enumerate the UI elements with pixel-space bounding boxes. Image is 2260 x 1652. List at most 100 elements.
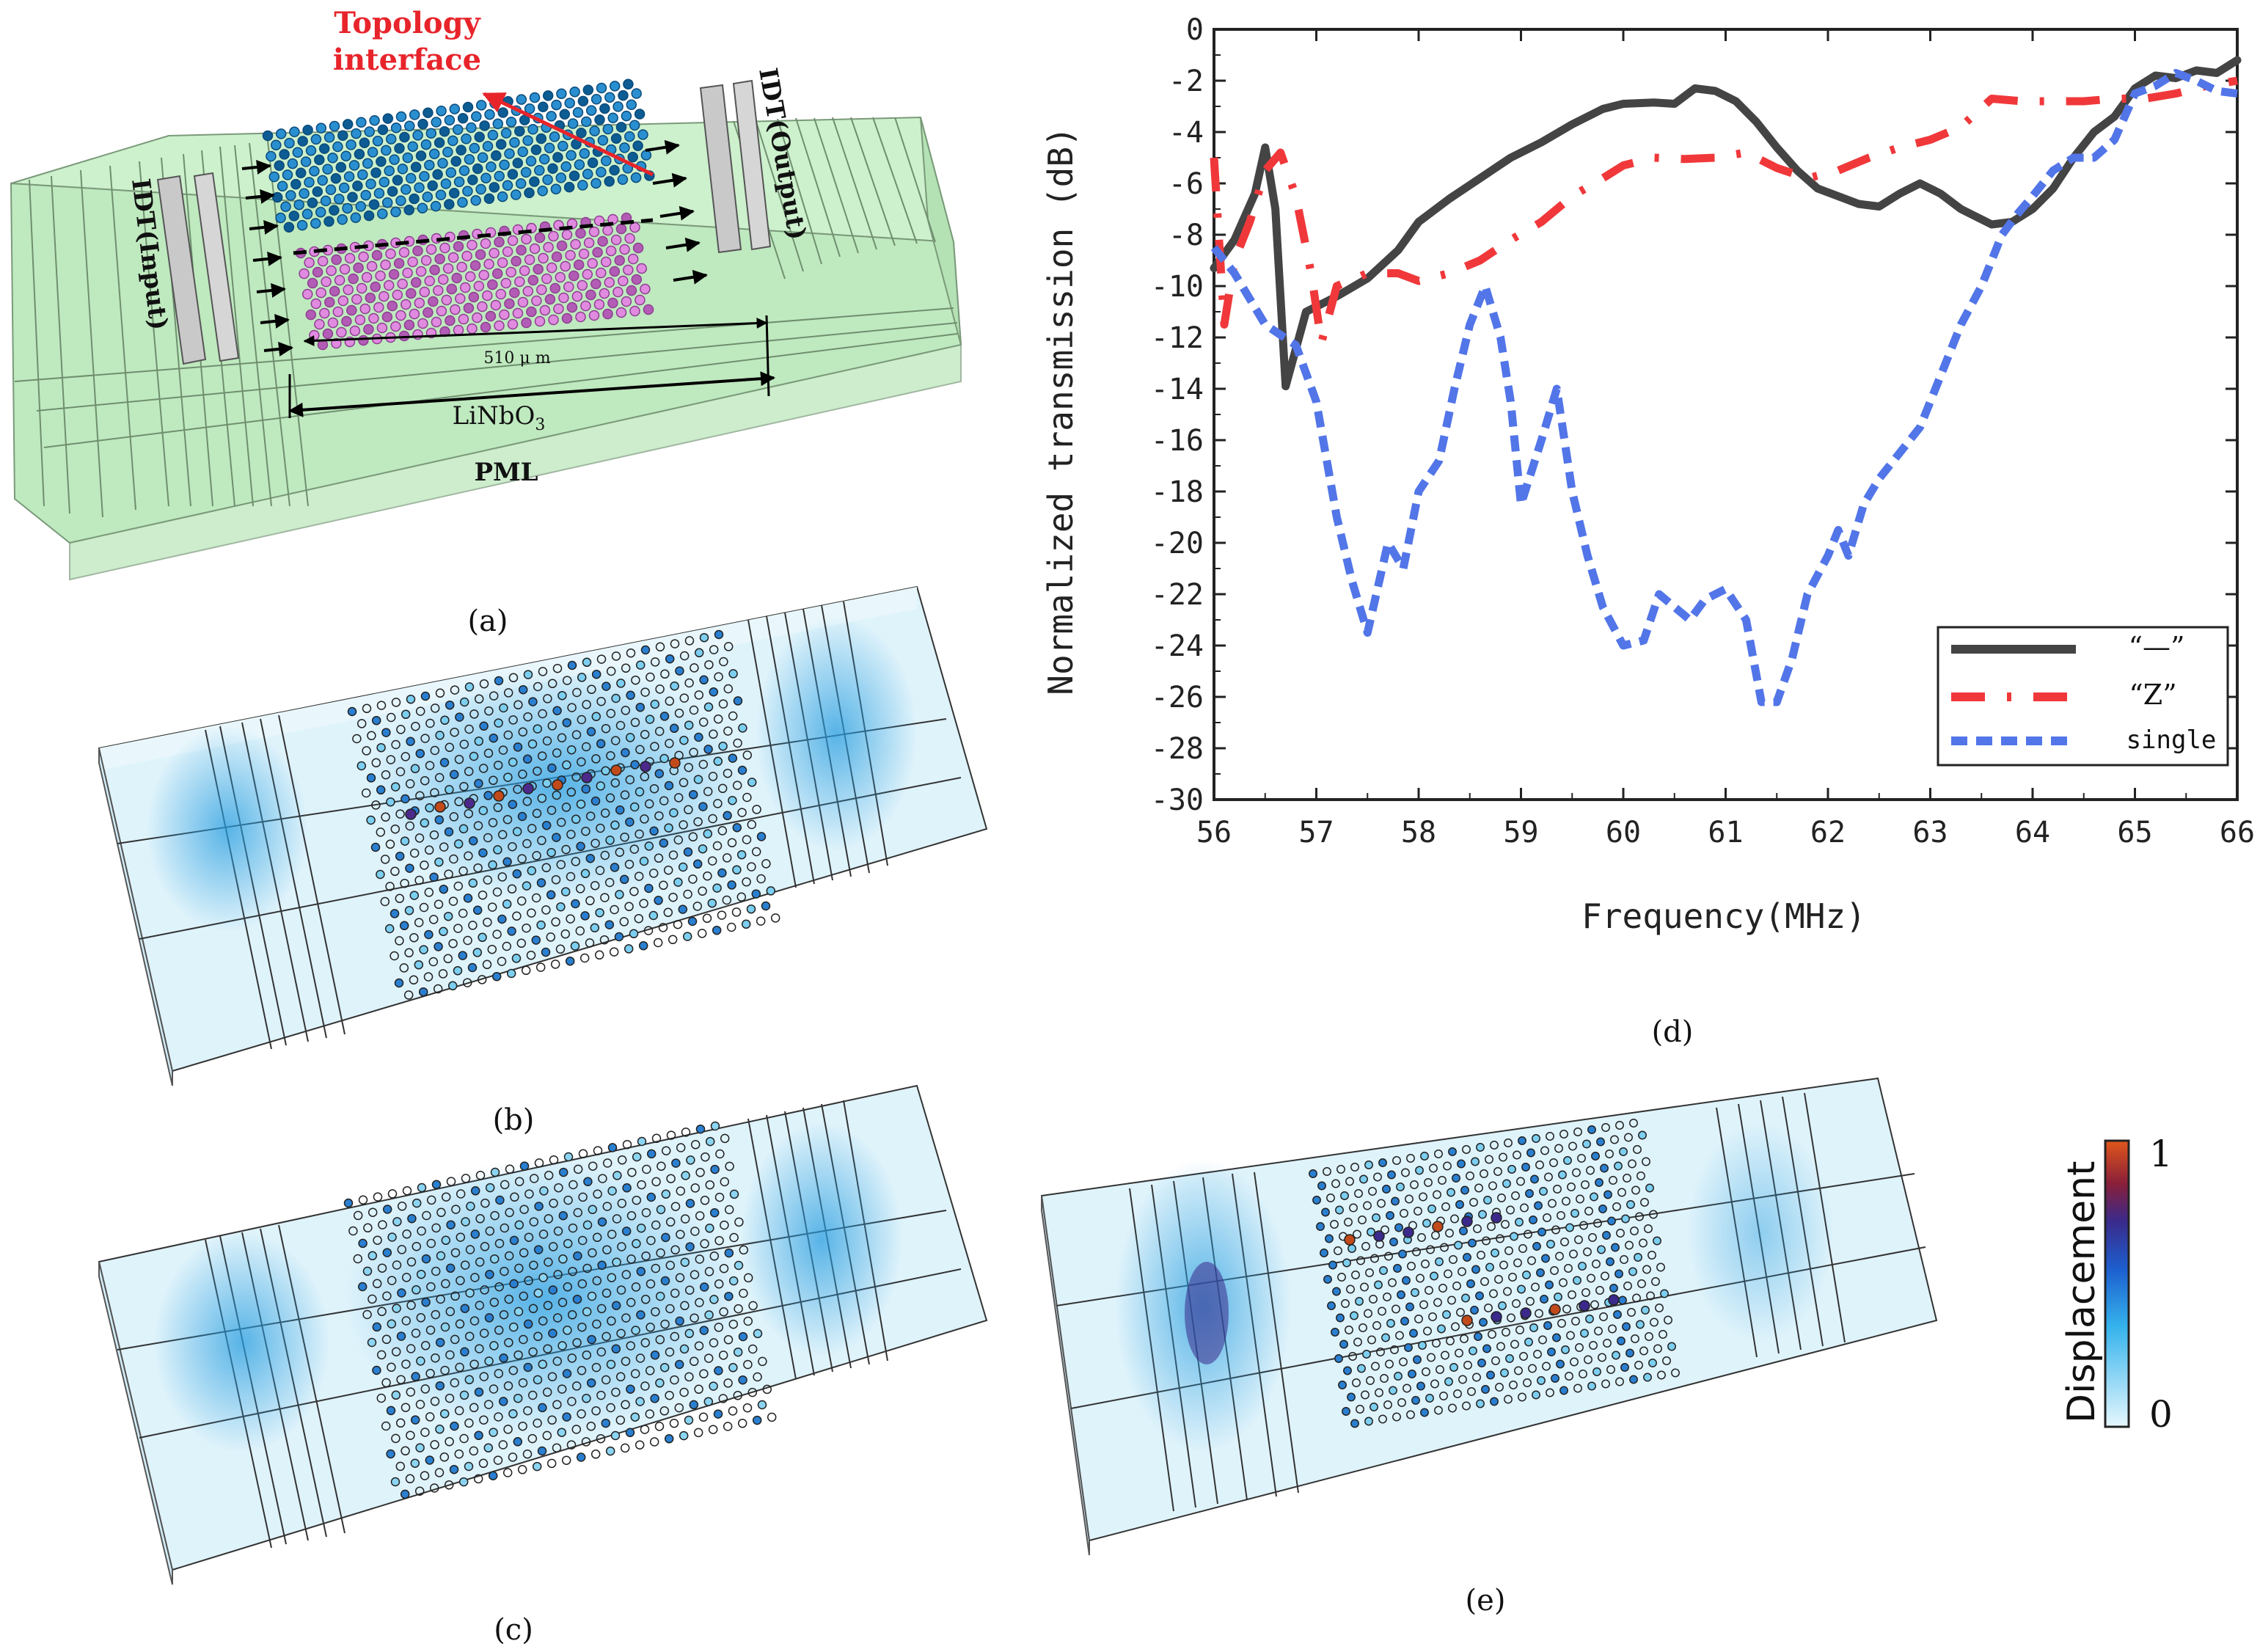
lattice-pillar <box>566 830 576 839</box>
lattice-pillar <box>1487 1222 1496 1231</box>
lattice-pillar <box>1549 1158 1558 1167</box>
lattice-pillar <box>1367 1227 1375 1237</box>
lattice-pillar <box>563 281 574 293</box>
lattice-pillar <box>1569 1249 1578 1259</box>
lattice-pillar <box>386 1449 395 1459</box>
lattice-pillar <box>376 1393 387 1403</box>
lattice-pillar <box>1371 1362 1380 1371</box>
lattice-pillar <box>708 814 717 824</box>
lattice-pillar <box>431 1266 441 1276</box>
lattice-pillar <box>409 193 420 205</box>
lattice-pillar <box>314 154 325 166</box>
lattice-pillar <box>382 113 394 124</box>
lattice-pillar <box>668 850 679 860</box>
lattice-pillar <box>568 270 579 282</box>
lattice-pillar <box>624 131 635 142</box>
lattice-pillar <box>520 167 532 178</box>
lattice-pillar <box>420 1428 430 1437</box>
lattice-pillar <box>538 1229 549 1239</box>
lattice-pillar <box>489 1298 500 1307</box>
lattice-pillar <box>429 830 439 840</box>
lattice-pillar <box>1497 1194 1506 1202</box>
lattice-pillar <box>1402 1276 1411 1285</box>
lattice-pillar <box>484 1313 494 1323</box>
lattice-pillar <box>1565 1223 1574 1232</box>
lattice-pillar <box>585 896 595 906</box>
lattice-pillar <box>452 124 464 135</box>
lattice-pillar <box>626 1211 637 1221</box>
lattice-pillar <box>411 1328 421 1338</box>
lattice-pillar <box>431 1353 440 1363</box>
lattice-pillar <box>565 249 576 261</box>
x-tick-label: 57 <box>1298 816 1334 849</box>
lattice-pillar <box>548 230 559 242</box>
lattice-pillar <box>723 1335 734 1345</box>
lattice-pillar <box>395 809 405 819</box>
lattice-pillar <box>596 167 607 178</box>
lattice-pillar <box>489 775 498 786</box>
x-axis-label: Frequency(MHz) <box>1581 896 1866 936</box>
lattice-pillar <box>479 1372 489 1381</box>
lattice-pillar <box>430 200 442 212</box>
lattice-pillar <box>1614 1269 1623 1279</box>
lattice-pillar <box>1358 1216 1367 1224</box>
lattice-pillar <box>1648 1251 1656 1260</box>
lattice-pillar <box>1557 1211 1565 1220</box>
lattice-pillar <box>1554 1293 1562 1301</box>
lattice-pillar <box>601 681 611 691</box>
lattice-pillar <box>295 167 307 179</box>
lattice-pillar <box>406 1301 416 1310</box>
lattice-pillar <box>468 878 478 888</box>
lattice-pillar <box>489 182 500 193</box>
hotspot <box>405 808 417 820</box>
lattice-pillar <box>396 1375 406 1384</box>
lattice-pillar <box>665 1390 674 1400</box>
lattice-pillar <box>723 642 734 651</box>
lattice-e <box>1309 1119 1680 1428</box>
lattice-pillar <box>352 180 363 191</box>
lattice-pillar <box>1434 1406 1443 1415</box>
lattice-pillar <box>479 120 490 131</box>
lattice-pillar <box>518 684 528 695</box>
lattice-pillar <box>1397 1290 1405 1299</box>
lattice-pillar <box>353 262 364 274</box>
lattice-pillar <box>480 238 491 249</box>
lattice-pillar <box>427 180 438 191</box>
lattice-pillar <box>582 268 593 280</box>
lattice-pillar <box>637 1180 646 1190</box>
lattice-pillar <box>562 760 571 770</box>
lattice-pillar <box>487 129 499 141</box>
lattice-pillar <box>459 781 469 792</box>
lattice-pillar <box>439 758 450 767</box>
lattice-pillar <box>606 1403 615 1413</box>
lattice-pillar <box>511 255 522 267</box>
lattice-pillar <box>424 275 435 287</box>
lattice-pillar <box>1441 1202 1450 1211</box>
lattice-pillar <box>1529 1216 1537 1224</box>
lattice-pillar <box>661 1146 671 1155</box>
lattice-pillar <box>460 282 471 293</box>
lattice-pillar <box>694 1341 704 1351</box>
lattice-pillar <box>1588 1233 1597 1242</box>
lattice-pillar <box>635 1440 645 1450</box>
lattice-pillar <box>526 950 536 960</box>
lattice-pillar <box>1454 1240 1463 1250</box>
lattice-pillar <box>581 826 590 836</box>
lattice-pillar <box>1420 1408 1429 1417</box>
y-tick-label: -12 <box>1151 321 1204 355</box>
lattice-pillar <box>1347 1392 1356 1402</box>
lattice-pillar <box>361 271 373 283</box>
lattice-pillar <box>527 908 536 918</box>
lattice-pillar <box>334 274 345 286</box>
lattice-pillar <box>552 1400 562 1409</box>
lattice-pillar <box>376 785 386 795</box>
lattice-pillar <box>1409 1328 1418 1338</box>
lattice-pillar <box>1336 1313 1345 1323</box>
lattice-pillar <box>401 709 411 720</box>
lattice-pillar <box>292 147 304 158</box>
lattice-pillar <box>475 1170 486 1180</box>
lattice-pillar <box>514 276 525 288</box>
hotspot <box>581 772 593 783</box>
lattice-pillar <box>1531 1282 1540 1292</box>
lattice-pillar <box>395 1461 406 1472</box>
